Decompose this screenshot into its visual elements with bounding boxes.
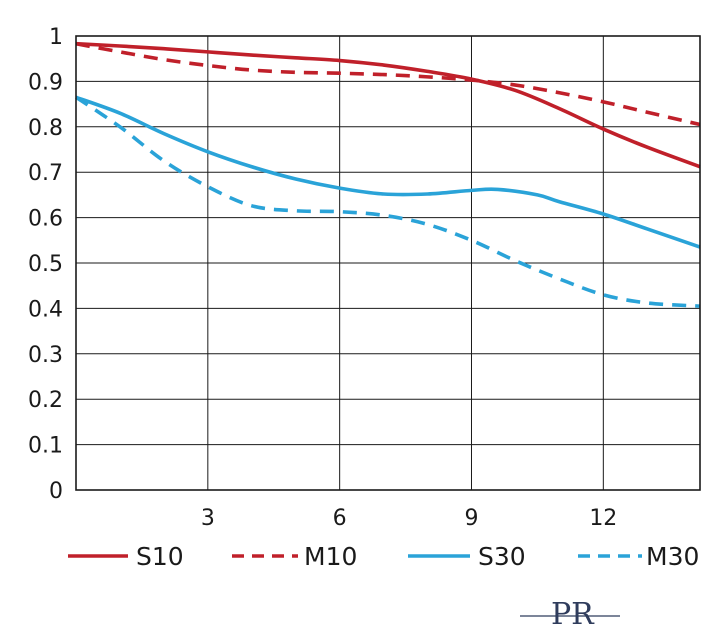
y-tick-label: 0.3	[28, 343, 63, 368]
y-tick-label: 0.8	[28, 116, 63, 141]
legend: S10 M10 S30 M30	[68, 542, 699, 571]
y-tick-label: 0.6	[28, 207, 63, 232]
y-tick-label: 0.2	[28, 388, 63, 413]
y-tick-label: 0.4	[28, 297, 63, 322]
y-tick-label: 0.1	[28, 434, 63, 459]
x-tick-label: 6	[333, 506, 347, 531]
legend-label: M30	[646, 542, 699, 571]
legend-label: S30	[478, 542, 526, 571]
legend-label: S10	[136, 542, 184, 571]
watermark-logo: PR	[520, 597, 620, 632]
x-tick-label: 12	[589, 506, 617, 531]
series-line-s30	[75, 95, 701, 249]
y-tick-label: 0.5	[28, 252, 63, 277]
y-tick-label: 1	[49, 25, 63, 50]
y-tick-label: 0.7	[28, 161, 63, 186]
y-tick-label: 0.9	[28, 70, 63, 95]
y-tick-label: 0	[49, 479, 63, 504]
series-line-s10	[75, 41, 701, 169]
x-tick-label: 9	[464, 506, 478, 531]
x-tick-labels: 3 6 9 12	[201, 506, 617, 531]
y-tick-labels: 0 0.1 0.2 0.3 0.4 0.5 0.6 0.7 0.8 0.9 1	[28, 25, 63, 504]
series-line-m10	[75, 41, 701, 127]
series-layer	[74, 41, 701, 308]
series-line-m30	[74, 95, 701, 308]
logo-text: PR	[551, 597, 595, 632]
plot-frame	[75, 35, 701, 491]
legend-label: M10	[304, 542, 357, 571]
x-tick-label: 3	[201, 506, 215, 531]
grid-layer	[76, 36, 700, 490]
